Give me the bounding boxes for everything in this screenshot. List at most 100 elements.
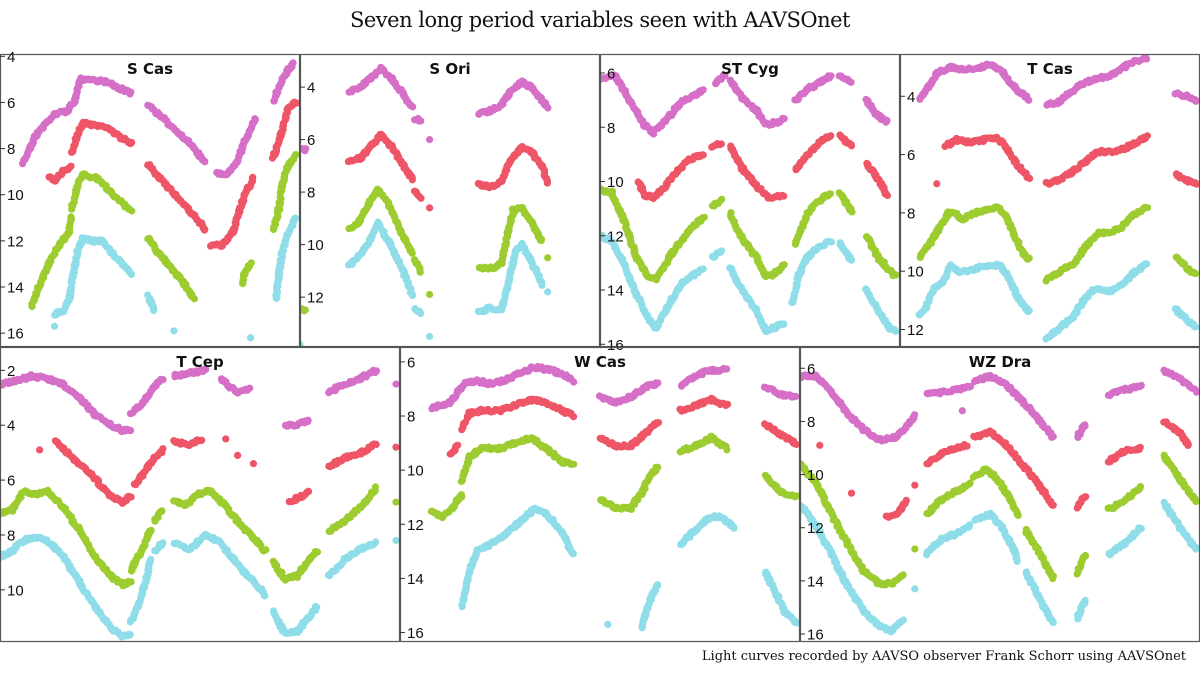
data-point	[780, 115, 788, 123]
data-point	[426, 135, 434, 144]
series-s2	[446, 394, 800, 458]
y-tick-label: 14	[7, 280, 24, 297]
data-points	[600, 71, 900, 336]
series-s2	[344, 130, 552, 212]
data-point	[170, 327, 178, 335]
y-tick-label: 14	[607, 283, 624, 300]
panel-title: ST Cyg	[721, 60, 779, 78]
data-point	[538, 281, 546, 289]
data-point	[249, 173, 257, 181]
data-point	[537, 237, 545, 245]
data-point	[67, 162, 75, 170]
data-point	[392, 536, 400, 545]
data-point	[234, 451, 242, 459]
data-point	[67, 213, 75, 221]
series-s3	[916, 203, 1200, 285]
data-point	[313, 603, 321, 611]
data-point	[127, 578, 135, 586]
series-s2	[634, 131, 892, 203]
data-point	[723, 365, 731, 373]
data-point	[780, 320, 788, 328]
data-point	[392, 443, 400, 451]
panel-title: S Ori	[429, 60, 470, 78]
series-s1	[600, 71, 891, 138]
y-tick-label: 6	[907, 147, 915, 164]
data-point	[827, 72, 835, 80]
data-point	[1192, 97, 1200, 105]
data-point	[792, 440, 800, 449]
data-point	[408, 249, 416, 257]
y-tick-label: 12	[607, 228, 624, 245]
data-point	[544, 288, 552, 296]
data-point	[1143, 204, 1152, 212]
series-s3	[427, 432, 800, 522]
data-point	[569, 413, 578, 421]
data-point	[721, 72, 729, 80]
y-tick-label: 4	[7, 418, 15, 435]
data-point	[570, 378, 578, 386]
series-s4	[0, 530, 400, 641]
series-s2	[36, 435, 400, 507]
data-point	[544, 104, 552, 112]
data-point	[127, 426, 135, 435]
data-point	[302, 145, 310, 153]
data-point	[372, 538, 380, 546]
data-point	[127, 270, 135, 278]
data-point	[417, 309, 425, 318]
data-point	[289, 59, 297, 67]
panel-frame	[299, 53, 601, 348]
data-point	[1025, 254, 1033, 262]
data-point	[198, 436, 206, 444]
data-point	[246, 384, 254, 392]
data-point	[159, 376, 167, 384]
data-point	[147, 526, 155, 535]
y-tick-label: 12	[307, 290, 324, 307]
data-point	[408, 291, 416, 300]
series-s3	[28, 151, 300, 311]
data-point	[150, 306, 158, 315]
data-point	[200, 226, 208, 234]
data-point	[780, 261, 788, 269]
data-points	[19, 59, 300, 342]
data-point	[933, 180, 941, 188]
y-tick-label: 4	[7, 49, 15, 66]
data-point	[1025, 307, 1033, 315]
y-tick-label: 4	[307, 80, 315, 97]
y-tick-label: 8	[307, 185, 315, 202]
data-point	[426, 290, 434, 299]
data-point	[544, 254, 552, 262]
data-point	[127, 493, 135, 501]
data-point	[291, 214, 299, 222]
data-point	[158, 507, 166, 515]
data-point	[304, 416, 312, 424]
data-point	[1193, 180, 1200, 188]
panel-frame	[0, 346, 401, 643]
data-point	[1143, 132, 1151, 140]
data-points	[300, 63, 552, 347]
y-tick-label: 10	[607, 174, 624, 191]
data-point	[1143, 55, 1151, 63]
data-point	[426, 332, 434, 341]
data-point	[847, 78, 855, 86]
data-point	[717, 247, 726, 255]
series-s2	[45, 98, 300, 250]
data-point	[454, 441, 462, 449]
data-point	[36, 446, 44, 454]
series-s3	[0, 483, 400, 590]
y-tick-label: 2	[7, 363, 15, 380]
y-tick-label: 12	[7, 233, 24, 250]
data-point	[417, 117, 425, 125]
data-point	[408, 176, 416, 184]
y-tick-label: 8	[607, 120, 615, 137]
y-tick-label: 6	[607, 65, 615, 82]
y-tick-label: 8	[7, 527, 15, 544]
data-point	[792, 392, 800, 401]
data-point	[409, 103, 417, 111]
series-s1	[300, 63, 552, 155]
series-s3	[600, 185, 900, 284]
data-point	[417, 194, 425, 202]
data-point	[127, 88, 135, 96]
data-point	[293, 99, 300, 107]
